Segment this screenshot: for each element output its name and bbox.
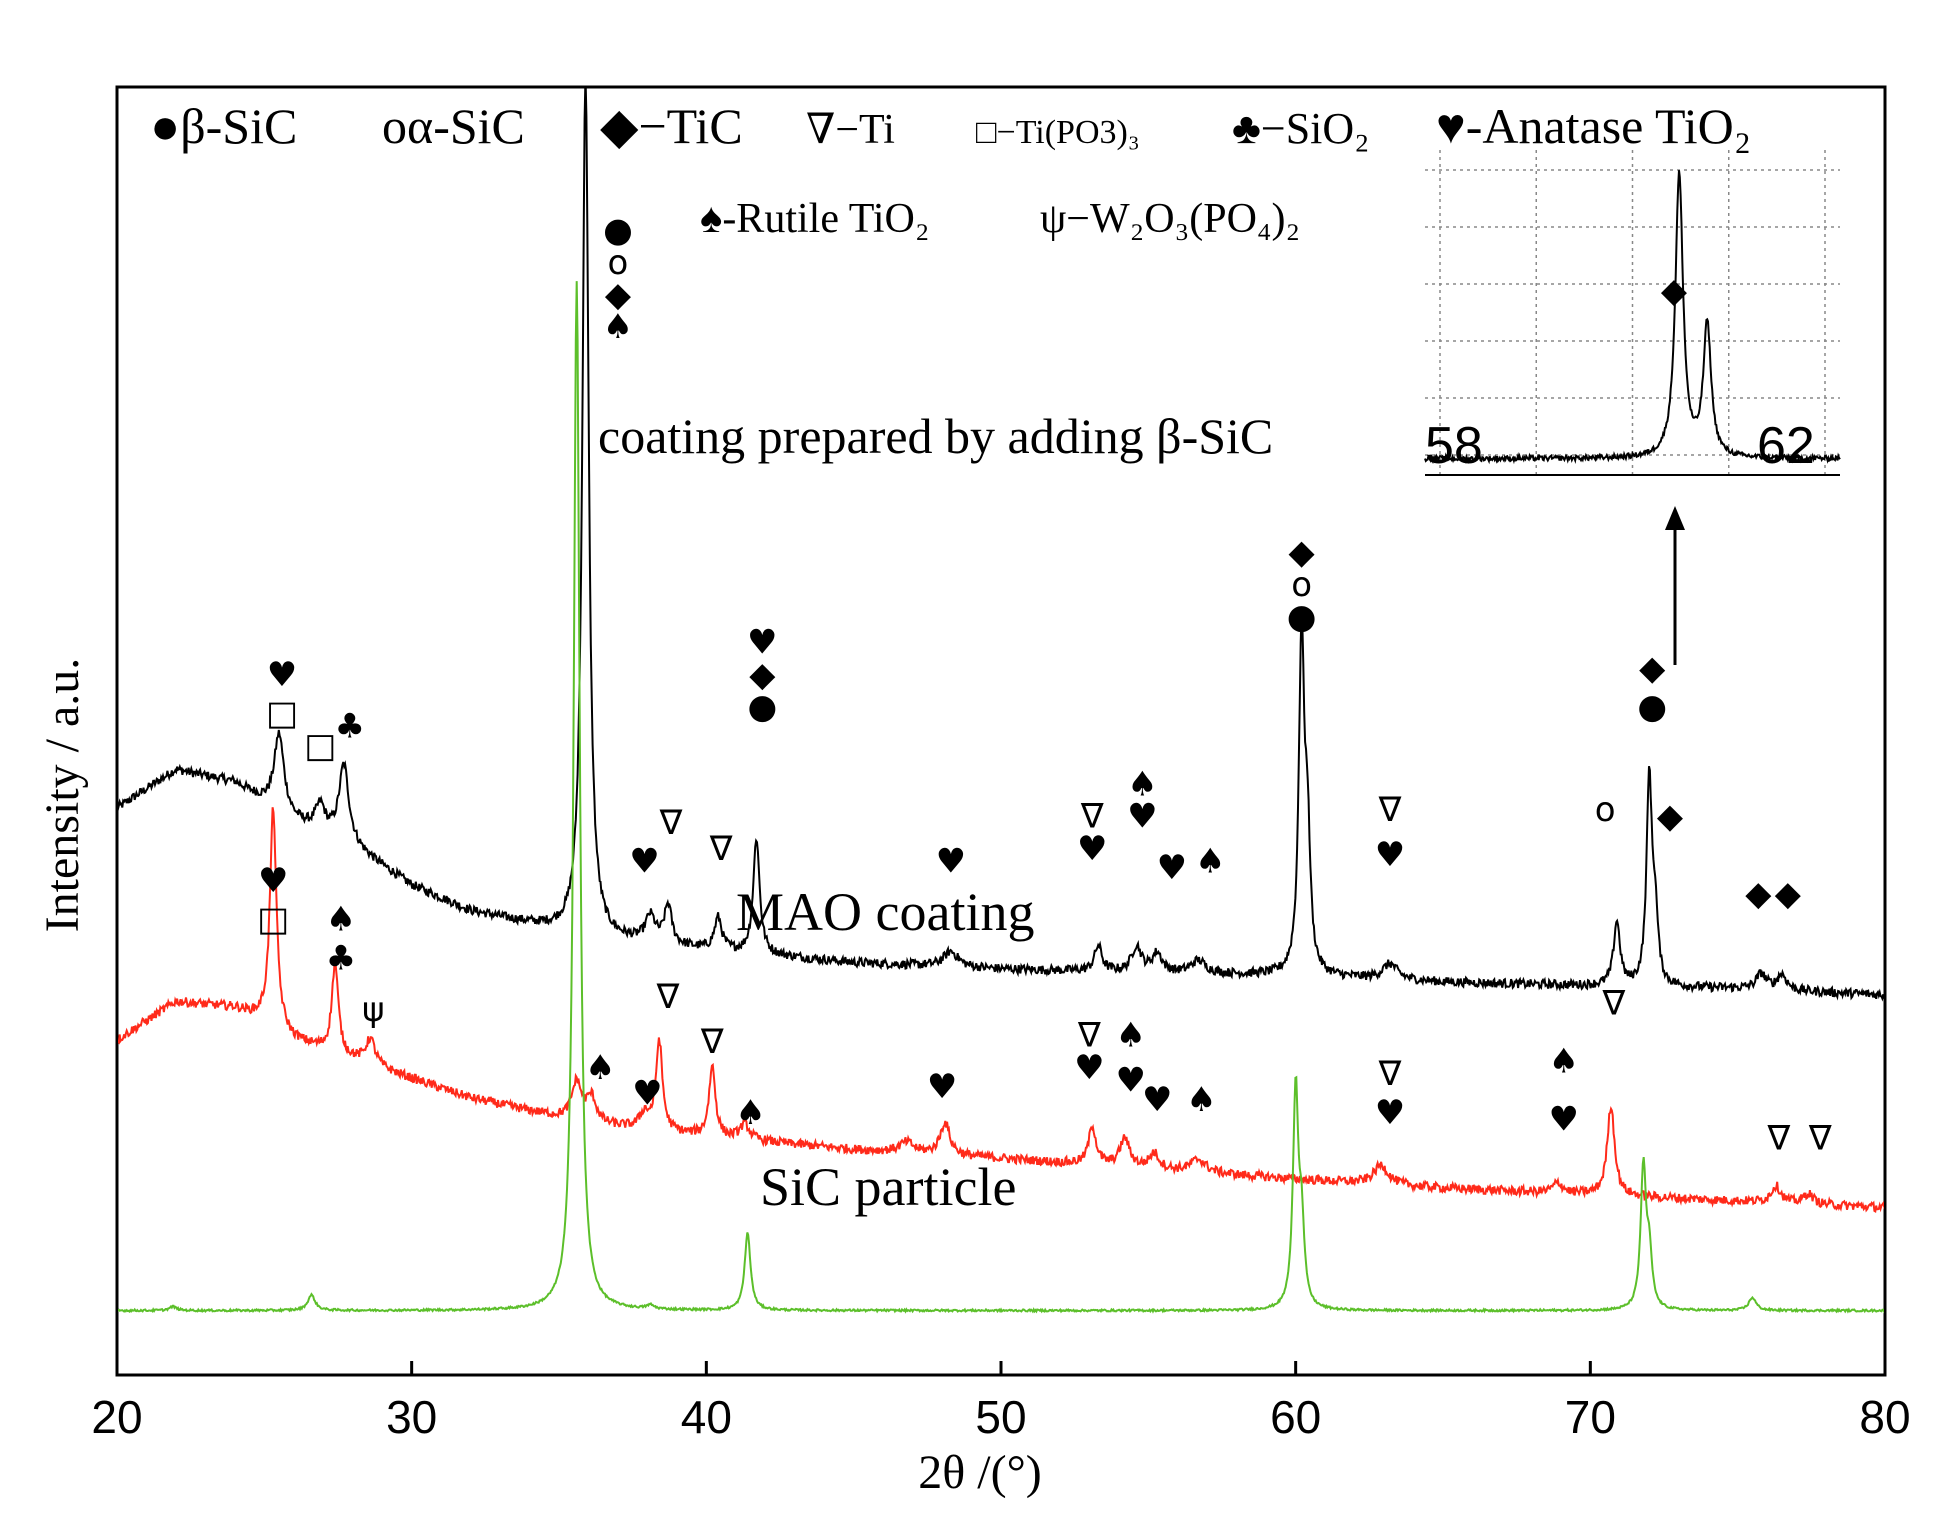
phase-marker-41: ♠ xyxy=(735,1093,765,1133)
phase-marker-3: ♠ xyxy=(603,307,633,347)
inset-arrow-head xyxy=(1665,506,1685,530)
phase-marker-19: ♥ xyxy=(1157,848,1187,888)
phase-marker-9: ∇ xyxy=(659,803,683,843)
legend-anatase: ♥-Anatase TiO₂ xyxy=(1436,98,1751,154)
phase-marker-34: ♠ xyxy=(326,900,356,940)
phase-marker-49: ∇ xyxy=(1378,1054,1402,1094)
inset-tick-58: 58 xyxy=(1425,417,1483,475)
phase-marker-13: ● xyxy=(747,687,777,727)
phase-marker-22: o xyxy=(1291,565,1312,605)
legend-tic: ◆−TiC xyxy=(600,98,743,154)
phase-marker-52: ♥ xyxy=(1549,1099,1579,1139)
series-line-0 xyxy=(118,88,1884,1002)
legend-b-sic: ●β-SiC xyxy=(150,98,297,154)
phase-marker-32: ♥ xyxy=(258,861,288,901)
inset-tick-62: 62 xyxy=(1757,417,1815,475)
inset-plot: 58 62 ◆ xyxy=(1424,150,1841,665)
legend-sio2: ♣−SiO₂ xyxy=(1232,104,1370,153)
phase-marker-47: ♥ xyxy=(1142,1080,1172,1120)
phase-marker-29: ◆ xyxy=(1657,797,1684,837)
legend-tipo3: □−Ti(PO3)₃ xyxy=(976,114,1140,151)
x-tick-label-70: 70 xyxy=(1565,1391,1616,1443)
x-tick-label-30: 30 xyxy=(386,1391,437,1443)
phase-marker-15: ∇ xyxy=(1080,797,1104,837)
x-tick-label-80: 80 xyxy=(1859,1391,1910,1443)
phase-marker-44: ♥ xyxy=(1074,1048,1104,1088)
phase-marker-4: ♥ xyxy=(267,655,297,695)
phase-marker-8: ♥ xyxy=(629,842,659,882)
series-label-mao: MAO coating xyxy=(736,882,1034,942)
phase-marker-7: ♣ xyxy=(335,706,365,746)
phase-marker-30: ◆ xyxy=(1745,874,1772,914)
inset-annotation-tic: ◆ xyxy=(1661,271,1688,311)
phase-marker-35: ♣ xyxy=(326,938,356,978)
x-tick-label-60: 60 xyxy=(1270,1391,1321,1443)
inset-grid xyxy=(1425,150,1840,476)
series-line-2 xyxy=(118,281,1884,1314)
phase-marker-28: ● xyxy=(1637,687,1667,727)
phase-marker-33: □ xyxy=(257,900,289,940)
series-layer xyxy=(118,88,1884,1314)
phase-marker-27: ◆ xyxy=(1639,649,1666,689)
phase-marker-55: ∇ xyxy=(1808,1119,1832,1159)
phase-marker-37: ♠ xyxy=(585,1048,615,1088)
phase-marker-50: ♥ xyxy=(1375,1093,1405,1133)
phase-marker-26: o xyxy=(1595,790,1616,830)
phase-marker-21: ◆ xyxy=(1289,533,1316,573)
phase-marker-31: ◆ xyxy=(1775,874,1802,914)
phase-marker-45: ♠ xyxy=(1115,1016,1145,1056)
phase-marker-23: ● xyxy=(1287,597,1317,637)
phase-marker-5: □ xyxy=(266,694,298,734)
series-line-1 xyxy=(118,807,1884,1213)
phase-marker-0: ● xyxy=(603,211,633,251)
phase-marker-40: ∇ xyxy=(700,1022,724,1062)
phase-marker-17: ♠ xyxy=(1127,764,1157,804)
legend-ti: ∇−Ti xyxy=(806,107,895,153)
phase-marker-16: ♥ xyxy=(1077,829,1107,869)
phase-marker-14: ♥ xyxy=(936,842,966,882)
phase-marker-12: ◆ xyxy=(749,655,776,695)
phase-marker-10: ∇ xyxy=(709,829,733,869)
legend-a-sic: oα-SiC xyxy=(382,98,525,154)
phase-marker-51: ♠ xyxy=(1549,1041,1579,1081)
phase-marker-20: ♠ xyxy=(1195,842,1225,882)
legend-rutile: ♠-Rutile TiO₂ xyxy=(700,196,930,242)
phase-marker-54: ∇ xyxy=(1767,1119,1791,1159)
phase-marker-25: ♥ xyxy=(1375,835,1405,875)
phase-marker-36: ψ xyxy=(362,990,384,1030)
phase-marker-43: ∇ xyxy=(1077,1016,1101,1056)
x-tick-label-50: 50 xyxy=(975,1391,1026,1443)
series-label-sic-particle: SiC particle xyxy=(760,1157,1016,1217)
phase-marker-1: o xyxy=(607,243,628,283)
y-axis-title: Intensity / a.u. xyxy=(36,658,89,933)
series-label-coating-sic: coating prepared by adding β-SiC xyxy=(598,408,1273,464)
x-tick-label-40: 40 xyxy=(681,1391,732,1443)
phase-marker-2: ◆ xyxy=(605,275,632,315)
phase-marker-38: ♥ xyxy=(632,1074,662,1114)
inset-series-line xyxy=(1424,170,1841,465)
phase-marker-24: ∇ xyxy=(1378,790,1402,830)
phase-annotations: ●o◆♠♥□□♣♥∇∇♥◆●♥∇♥♠♥♥ ♠◆o●∇♥o◆●◆◆ ◆♥□ ♠♣ψ♠♥∇… xyxy=(257,211,1832,1159)
x-axis-title: 2θ /(°) xyxy=(918,1446,1042,1499)
phase-marker-42: ♥ xyxy=(927,1067,957,1107)
x-tick-label-20: 20 xyxy=(91,1391,142,1443)
phase-marker-11: ♥ xyxy=(747,623,777,663)
phase-marker-18: ♥ xyxy=(1127,797,1157,837)
phase-marker-6: □ xyxy=(304,726,336,766)
phase-marker-53: ∇ xyxy=(1602,983,1626,1023)
phase-marker-46: ♥ xyxy=(1115,1061,1145,1101)
x-axis: 20 30 40 50 60 70 80 xyxy=(91,1361,1911,1443)
legend-w2o3: ψ−W₂O₃(PO₄)₂ xyxy=(1040,196,1300,242)
phase-marker-48: ♠ xyxy=(1186,1080,1216,1120)
phase-marker-39: ∇ xyxy=(656,977,680,1017)
